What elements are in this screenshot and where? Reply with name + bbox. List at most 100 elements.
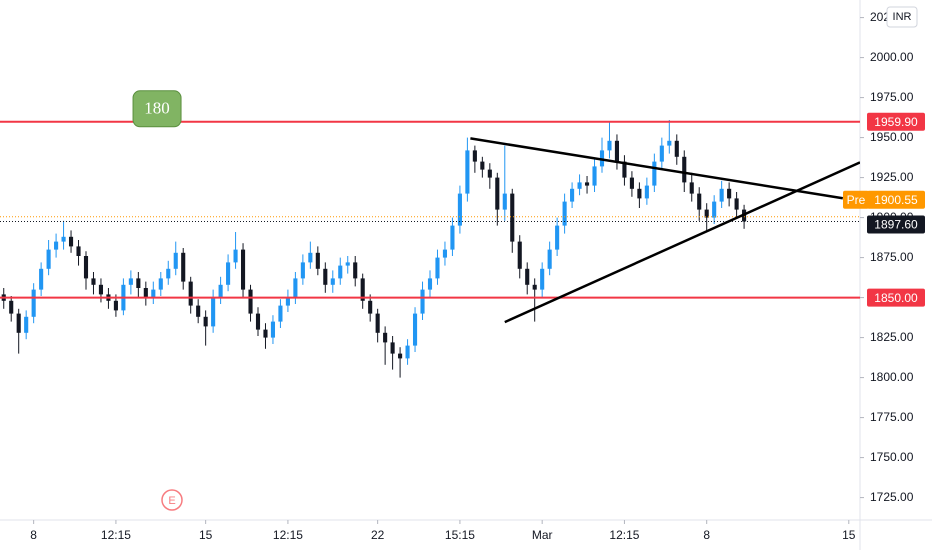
x-tick-label: 8	[703, 528, 710, 542]
candle-body	[734, 198, 739, 210]
candle-body	[158, 278, 163, 290]
candle-body	[487, 169, 492, 178]
candle-body	[532, 284, 537, 290]
trendline	[504, 161, 860, 324]
candle-body	[315, 252, 320, 269]
candle-body	[226, 262, 231, 285]
candle-body	[368, 300, 373, 314]
candle-body	[570, 188, 575, 202]
x-tick-label: 15	[842, 528, 856, 542]
candle-body	[465, 150, 470, 194]
candle-body	[196, 305, 201, 317]
candle-body	[181, 252, 186, 282]
candle-body	[240, 249, 246, 290]
y-tick-label: 1825.00	[870, 330, 914, 344]
y-tick-label: 1775.00	[870, 410, 914, 424]
candle-body	[54, 241, 59, 250]
price-badge	[867, 112, 925, 131]
candle-body	[16, 313, 21, 333]
candle-body	[263, 329, 268, 338]
candle-body	[278, 305, 283, 322]
plot-area: 180 E	[0, 90, 860, 511]
candle-body	[330, 278, 335, 285]
candle-body	[188, 281, 193, 306]
candle-body	[682, 156, 687, 183]
y-tick-label: 1750.00	[870, 450, 914, 464]
price-badge	[867, 288, 925, 307]
candle-body	[637, 188, 642, 199]
currency-text: INR	[893, 11, 912, 23]
price-badge-text: 1897.60	[874, 218, 918, 232]
x-tick-label: 15:15	[445, 528, 475, 542]
candle-body	[31, 289, 36, 317]
candle-body	[218, 284, 223, 298]
candle-body	[667, 140, 672, 146]
candle-body	[308, 252, 313, 263]
candle-body	[420, 289, 425, 314]
candle-body	[113, 300, 118, 311]
candle-body	[300, 262, 305, 279]
candle-body	[353, 262, 358, 279]
event-text: E	[168, 495, 175, 507]
candle-body	[472, 150, 477, 162]
candle-body	[285, 297, 290, 306]
x-tick-label: 15	[199, 528, 213, 542]
x-tick-label: 8	[30, 528, 37, 542]
candle-body	[9, 300, 14, 314]
candle-body	[577, 182, 582, 189]
candle-body	[644, 185, 649, 199]
currency-box	[886, 6, 918, 28]
price-badge	[867, 215, 925, 234]
candle-body	[360, 278, 365, 301]
candle-body	[412, 313, 418, 346]
x-tick-label: Mar	[532, 528, 553, 542]
candle-body	[233, 249, 238, 263]
axis-layer: 1725.00 1750.00 1775.00 1800.00 1825.00 1850.…	[30, 6, 925, 542]
candle-body	[151, 289, 156, 298]
candle-body	[704, 209, 709, 218]
candle-body	[143, 288, 148, 298]
candle-body	[689, 182, 694, 194]
annotation-text: 180	[144, 99, 170, 118]
candle-body	[555, 225, 560, 250]
candle-body	[450, 225, 455, 250]
y-tick-label: 1950.00	[870, 130, 914, 144]
candle-body	[405, 345, 410, 359]
candle-body	[211, 297, 216, 327]
candle-body	[435, 257, 440, 279]
candle-body	[547, 249, 552, 269]
candle-body	[375, 313, 380, 333]
candle-body	[712, 201, 717, 218]
candle-body	[652, 161, 657, 186]
candle-body	[457, 193, 462, 226]
y-tick-label: 1725.00	[870, 490, 914, 504]
badge-tag-text: Pre	[847, 193, 866, 207]
candle-body	[525, 268, 530, 285]
candle-body	[517, 241, 522, 269]
candle-body	[592, 166, 597, 186]
candle-body	[203, 316, 208, 327]
candle-body	[495, 177, 500, 210]
candle-body	[255, 313, 261, 330]
candle-body	[629, 177, 634, 189]
candle-body	[248, 289, 253, 314]
candle-body	[390, 342, 395, 354]
annotation-box	[132, 90, 182, 128]
x-tick-label: 12:15	[273, 528, 303, 542]
candle-body	[719, 188, 724, 202]
candle-body	[323, 268, 328, 285]
x-tick-label: 12:15	[101, 528, 131, 542]
candle-body	[427, 278, 433, 290]
candle-body	[442, 249, 448, 258]
trendline	[470, 137, 843, 200]
candle-body	[697, 193, 702, 210]
x-tick-label: 22	[371, 528, 385, 542]
candle-body	[540, 268, 545, 290]
candle-body	[98, 284, 104, 295]
candle-body	[562, 201, 567, 226]
candle-body	[76, 246, 81, 256]
candle-body	[607, 140, 612, 151]
candle-body	[83, 256, 89, 279]
